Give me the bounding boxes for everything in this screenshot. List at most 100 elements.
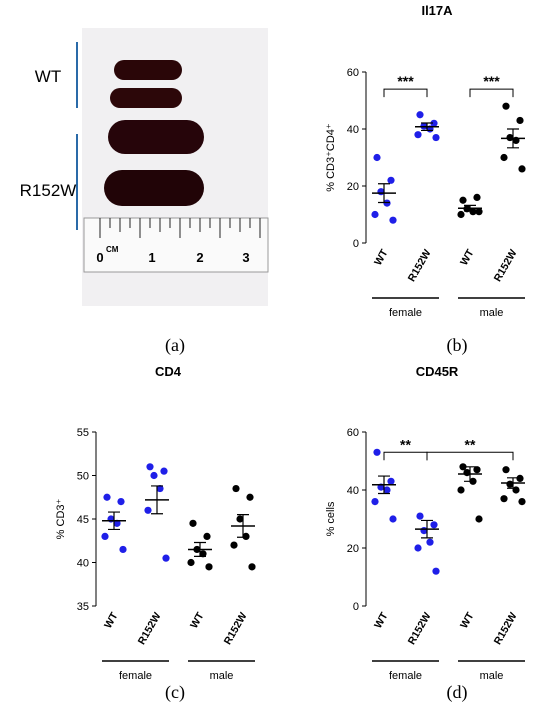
data-point bbox=[103, 493, 111, 501]
data-point bbox=[248, 563, 256, 571]
data-point bbox=[516, 116, 524, 125]
panel-label: (d) bbox=[447, 682, 468, 703]
data-point bbox=[502, 102, 510, 110]
chart-title: CD4 bbox=[155, 364, 182, 379]
data-point bbox=[457, 486, 465, 494]
data-point bbox=[205, 563, 213, 571]
x-tick-label: WT bbox=[102, 610, 121, 631]
group-label: male bbox=[480, 307, 504, 319]
data-point bbox=[232, 484, 240, 493]
y-tick-label: 20 bbox=[347, 181, 359, 193]
data-point bbox=[475, 515, 483, 523]
data-point bbox=[506, 133, 514, 142]
error-bar bbox=[421, 122, 433, 132]
data-point bbox=[518, 165, 526, 173]
data-point bbox=[236, 515, 244, 523]
x-tick-label: WT bbox=[458, 610, 477, 631]
error-bar bbox=[194, 541, 206, 558]
ruler-label: 0 bbox=[96, 250, 103, 265]
y-tick-label: 50 bbox=[77, 471, 89, 483]
x-tick-label: R152W bbox=[492, 610, 520, 646]
y-tick-label: 35 bbox=[77, 601, 89, 613]
data-point bbox=[475, 208, 483, 216]
error-bar bbox=[507, 128, 519, 149]
x-tick-label: WT bbox=[372, 610, 391, 631]
data-point bbox=[414, 544, 422, 552]
data-point bbox=[230, 541, 238, 549]
data-point bbox=[387, 477, 395, 485]
error-bar bbox=[151, 485, 163, 515]
error-bar bbox=[507, 477, 519, 489]
data-point bbox=[187, 558, 195, 567]
y-tick-label: 40 bbox=[347, 124, 359, 136]
data-point bbox=[373, 153, 381, 162]
ruler-label: 3 bbox=[242, 250, 249, 265]
tissue bbox=[104, 170, 204, 206]
data-point bbox=[389, 216, 397, 224]
data-point bbox=[500, 495, 508, 503]
x-tick-label: R152W bbox=[492, 247, 520, 283]
data-point bbox=[387, 176, 395, 184]
data-point bbox=[432, 133, 440, 142]
data-point bbox=[500, 153, 508, 162]
data-point bbox=[389, 515, 397, 523]
photo-panel: 0 CM 1 2 3 WT R152W bbox=[20, 28, 269, 306]
ruler-label: 2 bbox=[196, 250, 203, 265]
y-tick-label: 20 bbox=[347, 543, 359, 555]
significance-label: ** bbox=[400, 436, 411, 452]
data-point bbox=[371, 498, 379, 506]
chart-title: CD45R bbox=[416, 364, 459, 379]
data-point bbox=[371, 210, 379, 219]
data-point bbox=[459, 196, 467, 204]
data-point bbox=[146, 463, 154, 471]
ruler-ticks bbox=[99, 218, 261, 238]
x-tick-label: WT bbox=[188, 610, 207, 631]
data-point bbox=[101, 532, 109, 541]
y-tick-label: 45 bbox=[77, 514, 89, 526]
group-label: female bbox=[389, 307, 422, 319]
data-point bbox=[144, 506, 152, 514]
data-point bbox=[246, 493, 254, 501]
error-bar bbox=[378, 183, 390, 204]
data-point bbox=[459, 463, 467, 471]
y-tick-label: 0 bbox=[353, 601, 359, 613]
error-bar bbox=[108, 511, 120, 531]
significance-bracket bbox=[469, 88, 514, 98]
y-tick-label: 55 bbox=[77, 427, 89, 439]
y-axis-label: % CD3⁺ bbox=[55, 498, 67, 539]
y-tick-label: 40 bbox=[77, 558, 89, 570]
data-point bbox=[426, 538, 434, 546]
data-point bbox=[502, 466, 510, 474]
data-point bbox=[518, 498, 526, 506]
y-tick-label: 0 bbox=[353, 238, 359, 250]
photo-label: WT bbox=[35, 67, 61, 86]
significance-label: ** bbox=[465, 436, 476, 452]
data-point bbox=[516, 474, 524, 482]
data-point bbox=[203, 532, 211, 541]
data-point bbox=[189, 519, 197, 527]
x-tick-label: R152W bbox=[406, 610, 434, 646]
ruler-label: 1 bbox=[148, 250, 155, 265]
y-tick-label: 40 bbox=[347, 485, 359, 497]
x-tick-label: WT bbox=[372, 247, 391, 268]
data-point bbox=[150, 471, 158, 480]
data-point bbox=[117, 498, 125, 506]
data-point bbox=[242, 532, 250, 541]
data-point bbox=[416, 512, 424, 520]
error-bar bbox=[237, 514, 249, 538]
y-tick-label: 60 bbox=[347, 427, 359, 439]
error-bar bbox=[421, 519, 433, 539]
data-point bbox=[199, 550, 207, 558]
data-point bbox=[156, 484, 164, 493]
photo-label: R152W bbox=[20, 181, 77, 200]
significance-bracket bbox=[383, 88, 428, 98]
data-point bbox=[416, 111, 424, 119]
data-point bbox=[162, 554, 170, 562]
x-tick-label: R152W bbox=[406, 247, 434, 283]
significance-label: *** bbox=[397, 73, 414, 89]
group-label: female bbox=[389, 670, 422, 682]
significance-bracket bbox=[383, 451, 428, 461]
data-point bbox=[457, 210, 465, 219]
y-tick-label: 60 bbox=[347, 67, 359, 79]
